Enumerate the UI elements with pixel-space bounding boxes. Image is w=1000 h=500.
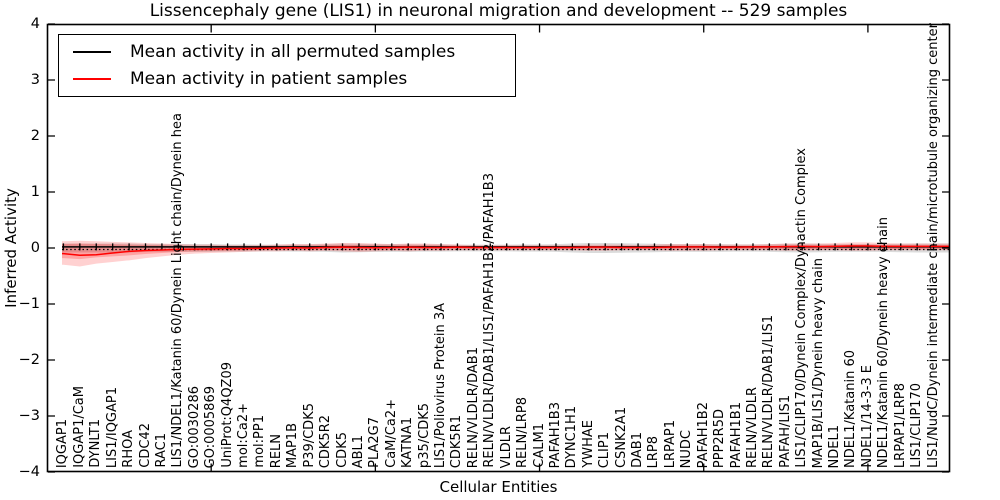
legend-entry-patient: Mean activity in patient samples (73, 69, 515, 89)
y-tick-label: 4 (30, 16, 40, 32)
x-axis-label: Cellular Entities (439, 478, 558, 496)
legend-entry-permuted: Mean activity in all permuted samples (73, 42, 515, 62)
y-tick-label: 0 (30, 240, 40, 256)
y-tick-label: −3 (18, 408, 40, 424)
y-tick-label: 3 (30, 72, 40, 88)
legend-label: Mean activity in all permuted samples (130, 42, 456, 62)
y-tick-label: 2 (30, 128, 40, 144)
legend-label: Mean activity in patient samples (130, 69, 408, 89)
y-tick-label: 1 (30, 184, 40, 200)
black-line-swatch-icon (73, 51, 111, 53)
mean-activity-in-patient-samples-line (62, 245, 950, 257)
chart-title: Lissencephaly gene (LIS1) in neuronal mi… (149, 1, 848, 21)
red-line-swatch-icon (73, 78, 111, 80)
legend: Mean activity in all permuted samples Me… (58, 34, 516, 97)
axes-spines (46, 23, 951, 473)
axis-ticks (48, 23, 949, 473)
y-tick-label: −4 (18, 464, 40, 480)
y-tick-label: −2 (18, 352, 40, 368)
y-tick-label: −1 (18, 296, 40, 312)
